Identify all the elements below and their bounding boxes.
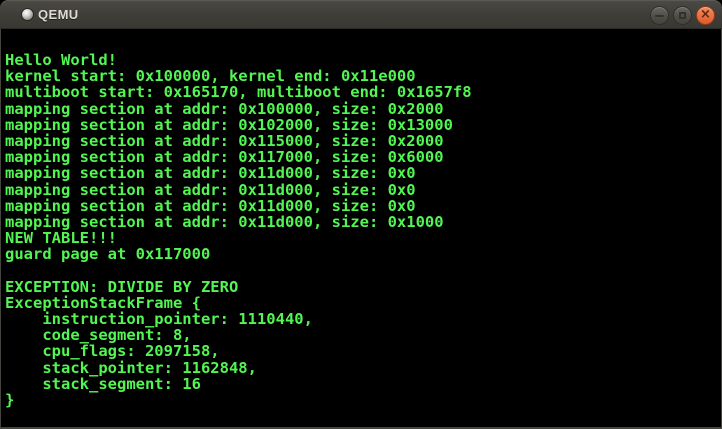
terminal-line: mapping section at addr: 0x11d000, size:… [5, 196, 416, 215]
terminal-line: code_segment: 8, [5, 326, 192, 345]
terminal-line: EXCEPTION: DIVIDE BY ZERO [5, 277, 239, 296]
qemu-window-icon [21, 8, 34, 21]
terminal-line: NEW TABLE!!! [5, 229, 117, 248]
terminal-line: cpu_flags: 2097158, [5, 342, 220, 361]
titlebar[interactable]: QEMU × [0, 0, 722, 29]
terminal-line: guard page at 0x117000 [5, 245, 211, 264]
terminal-line: ExceptionStackFrame { [5, 293, 201, 312]
terminal-line: mapping section at addr: 0x11d000, size:… [5, 180, 416, 199]
terminal-line: } [5, 390, 15, 409]
terminal-line: mapping section at addr: 0x115000, size:… [5, 131, 444, 150]
terminal-line: multiboot start: 0x165170, multiboot end… [5, 83, 472, 102]
vga-console-output[interactable]: Hello World! kernel start: 0x100000, kern… [1, 29, 721, 427]
terminal-line: mapping section at addr: 0x117000, size:… [5, 148, 444, 167]
terminal-line [5, 262, 721, 278]
terminal-line: kernel start: 0x100000, kernel end: 0x11… [5, 67, 416, 86]
minimize-icon [655, 15, 664, 17]
minimize-button[interactable] [650, 6, 669, 25]
terminal-line: mapping section at addr: 0x11d000, size:… [5, 164, 416, 183]
maximize-icon [679, 12, 686, 19]
terminal-line: stack_pointer: 1162848, [5, 358, 257, 377]
terminal-line: mapping section at addr: 0x11d000, size:… [5, 212, 444, 231]
terminal-line: mapping section at addr: 0x102000, size:… [5, 115, 453, 134]
close-icon: × [700, 7, 711, 22]
terminal-line: stack_segment: 16 [5, 374, 201, 393]
terminal-line: Hello World! [5, 51, 117, 69]
window-controls: × [650, 6, 715, 25]
window-title: QEMU [38, 6, 79, 22]
maximize-button[interactable] [673, 6, 692, 25]
close-button[interactable]: × [696, 6, 715, 25]
terminal-line: instruction_pointer: 1110440, [5, 310, 313, 328]
terminal-line: mapping section at addr: 0x100000, size:… [5, 99, 444, 118]
